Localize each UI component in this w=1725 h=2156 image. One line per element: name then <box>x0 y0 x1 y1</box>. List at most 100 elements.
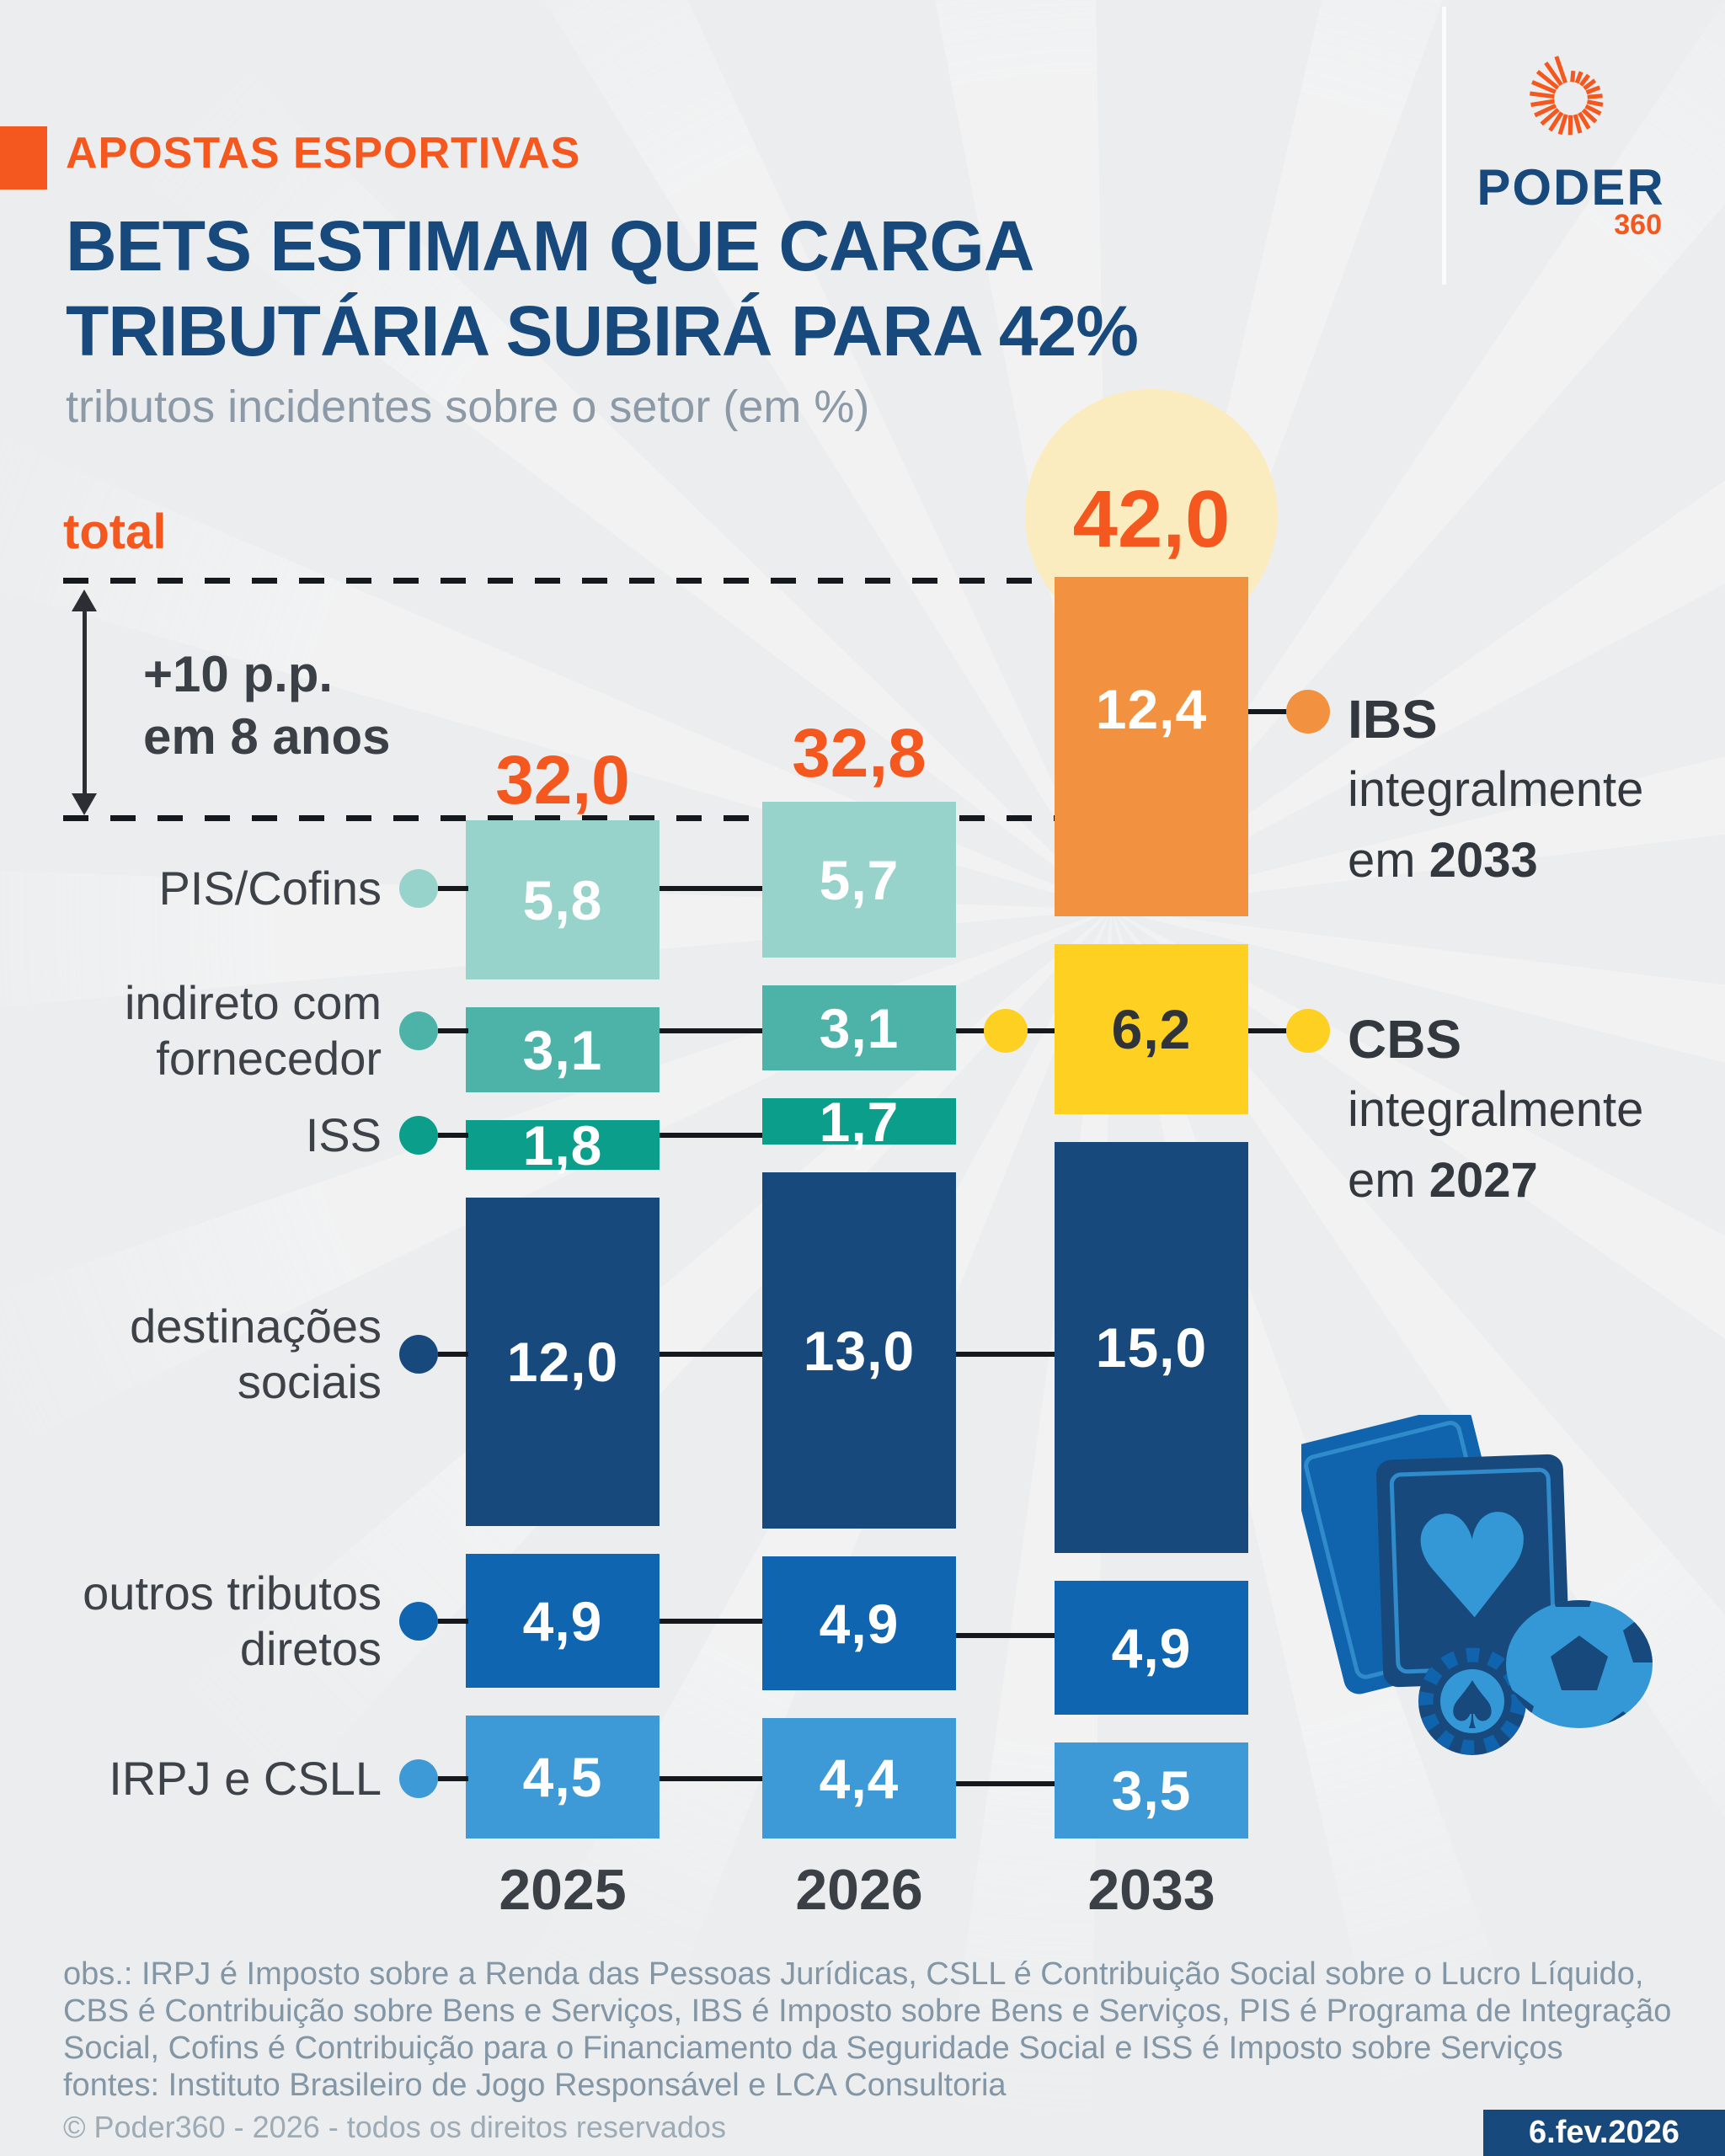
row-connector-stub <box>438 1133 468 1138</box>
ibs-callout-line2: integralmente <box>1348 762 1644 817</box>
row-label-destinações sociais: destinações sociais <box>53 1299 382 1410</box>
axis-year-2033: 2033 <box>1087 1858 1215 1922</box>
bar-segment-indireto com fornecedor-2026: 3,1 <box>762 985 956 1070</box>
bar-segment-outros tributos diretos-2025: 4,9 <box>466 1554 660 1688</box>
page-title: BETS ESTIMAM QUE CARGA TRIBUTÁRIA SUBIRÁ… <box>66 204 1139 374</box>
bar-segment-CBS-2033: 6,2 <box>1055 944 1248 1114</box>
ibs-callout-name: IBS <box>1348 689 1438 750</box>
cbs-callout-line2: integralmente <box>1348 1082 1644 1137</box>
row-dot-PIS/Cofins <box>399 869 438 908</box>
row-label-line: outros tributos <box>83 1566 382 1620</box>
bar-value: 1,7 <box>819 1090 900 1153</box>
row-connector-stub <box>438 1776 468 1781</box>
kicker-accent-square <box>0 126 47 189</box>
connector-line <box>660 886 762 891</box>
cbs-dot-left <box>984 1009 1028 1053</box>
bar-value: 4,9 <box>522 1589 603 1652</box>
obs-line1: obs.: IRPJ é Imposto sobre a Renda das P… <box>63 1956 1644 1992</box>
row-dot-ISS <box>399 1116 438 1155</box>
cbs-callout-line3: em 2027 <box>1348 1153 1538 1208</box>
bar-value: 12,0 <box>506 1331 619 1393</box>
row-label-indireto com fornecedor: indireto com fornecedor <box>53 975 382 1086</box>
connector-line <box>660 1776 762 1781</box>
bar-value: 12,4 <box>1095 678 1208 741</box>
bar-segment-IBS-2033: 12,4 <box>1055 577 1248 916</box>
bar-segment-PIS/Cofins-2025: 5,8 <box>466 820 660 979</box>
row-label-line: PIS/Cofins <box>158 862 382 915</box>
row-connector-stub <box>438 886 468 891</box>
row-label-line: sociais <box>237 1355 382 1408</box>
logo-divider <box>1442 7 1446 285</box>
cbs-dot-right <box>1286 1009 1330 1053</box>
row-dot-indireto com fornecedor <box>399 1011 438 1050</box>
dashed-guide-32 <box>63 815 1055 821</box>
row-label-outros tributos diretos: outros tributos diretos <box>53 1566 382 1677</box>
kicker: APOSTAS ESPORTIVAS <box>66 129 581 178</box>
row-label-ISS: ISS <box>53 1107 382 1163</box>
sources-line: fontes: Instituto Brasileiro de Jogo Res… <box>63 2068 1007 2103</box>
bar-segment-destinações sociais-2026: 13,0 <box>762 1172 956 1529</box>
ibs-callout-line3: em 2033 <box>1348 833 1538 888</box>
total-2026: 32,8 <box>792 715 927 792</box>
bar-value: 3,5 <box>1111 1759 1192 1822</box>
delta-arrow-down-head <box>72 793 97 815</box>
cbs-callout-name: CBS <box>1348 1009 1462 1070</box>
bar-value: 4,9 <box>1111 1616 1192 1679</box>
poder-logo-360: 360 <box>1614 209 1662 241</box>
bar-value: 3,1 <box>522 1018 603 1081</box>
cbs-callout: CBS integralmente em 2027 <box>1348 1004 1643 1216</box>
bar-value: 4,4 <box>819 1747 900 1810</box>
ibs-dot <box>1286 690 1330 734</box>
obs-line3: Social, Cofins é Contribuição para o Fin… <box>63 2031 1563 2066</box>
row-label-line: indireto com <box>124 976 382 1029</box>
connector-line <box>660 1352 762 1357</box>
row-label-IRPJ e CSLL: IRPJ e CSLL <box>53 1751 382 1806</box>
row-connector-stub <box>438 1028 468 1033</box>
connector-line <box>1026 1028 1055 1033</box>
bar-segment-outros tributos diretos-2026: 4,9 <box>762 1556 956 1690</box>
row-connector-stub <box>438 1619 468 1624</box>
subtitle: tributos incidentes sobre o setor (em %) <box>66 382 870 432</box>
bar-value: 4,5 <box>522 1746 603 1808</box>
bar-segment-PIS/Cofins-2026: 5,7 <box>762 802 956 958</box>
connector-line <box>660 1028 762 1033</box>
heart-icon: ♥ <box>1406 1482 1540 1653</box>
bar-segment-indireto com fornecedor-2025: 3,1 <box>466 1007 660 1092</box>
connector-line <box>1248 1028 1287 1033</box>
betting-cards-chip-football-illustration: ♥ ♠ <box>1301 1415 1653 1755</box>
bar-value: 5,8 <box>522 868 603 931</box>
row-label-PIS/Cofins: PIS/Cofins <box>53 861 382 916</box>
title-line2: TRIBUTÁRIA SUBIRÁ PARA 42% <box>66 291 1139 371</box>
bar-segment-IRPJ e CSLL-2026: 4,4 <box>762 1718 956 1838</box>
bar-value: 15,0 <box>1095 1316 1208 1379</box>
poker-chip-icon: ♠ <box>1418 1647 1526 1755</box>
publication-date-badge: 6.fev.2026 <box>1483 2110 1725 2156</box>
row-label-line: fornecedor <box>156 1032 382 1085</box>
row-dot-IRPJ e CSLL <box>399 1759 438 1798</box>
axis-year-2026: 2026 <box>795 1858 923 1922</box>
total-2033: 42,0 <box>1072 474 1231 564</box>
axis-year-2025: 2025 <box>499 1858 627 1922</box>
total-label: total <box>63 504 167 559</box>
total-2025: 32,0 <box>495 742 630 819</box>
connector-line <box>956 1633 1055 1638</box>
bar-value: 13,0 <box>803 1319 916 1382</box>
connector-line <box>660 1133 762 1138</box>
row-dot-outros tributos diretos <box>399 1602 438 1641</box>
bar-value: 3,1 <box>819 996 900 1059</box>
footnote-obs: obs.: IRPJ é Imposto sobre a Renda das P… <box>63 1956 1671 2104</box>
bar-segment-destinações sociais-2025: 12,0 <box>466 1198 660 1526</box>
bar-value: 4,9 <box>819 1592 900 1655</box>
bar-value: 1,8 <box>522 1113 603 1177</box>
delta-annotation: +10 p.p. em 8 anos <box>143 643 390 768</box>
delta-line1: +10 p.p. <box>143 646 334 702</box>
bar-segment-destinações sociais-2033: 15,0 <box>1055 1142 1248 1553</box>
bar-segment-ISS-2025: 1,8 <box>466 1114 660 1177</box>
connector-line <box>956 1028 985 1033</box>
row-dot-destinações sociais <box>399 1335 438 1374</box>
ibs-callout: IBS integralmente em 2033 <box>1348 684 1643 896</box>
connector-line <box>1248 709 1287 714</box>
row-connector-stub <box>438 1352 468 1357</box>
title-line1: BETS ESTIMAM QUE CARGA <box>66 206 1034 286</box>
